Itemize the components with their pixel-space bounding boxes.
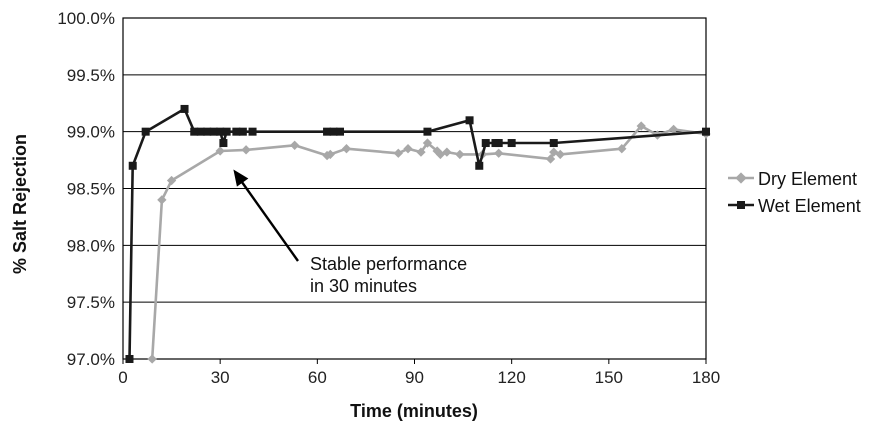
- y-tick-label: 99.0%: [67, 123, 115, 142]
- data-point-dry: [157, 195, 167, 205]
- data-point-wet: [209, 127, 218, 136]
- x-tick-label: 120: [497, 368, 525, 387]
- data-point-wet: [336, 127, 345, 136]
- series-wet: [125, 104, 710, 363]
- data-point-wet: [180, 104, 189, 113]
- data-point-wet: [549, 139, 558, 148]
- annotation-line-1: Stable performance: [310, 254, 467, 274]
- data-point-wet: [203, 127, 212, 136]
- legend-item-wet: Wet Element: [728, 196, 861, 216]
- annotation-line-2: in 30 minutes: [310, 276, 417, 296]
- data-point-dry: [442, 147, 452, 157]
- data-point-dry: [422, 138, 433, 148]
- data-point-dry: [393, 148, 403, 158]
- data-point-dry: [416, 147, 426, 157]
- legend-marker-dry: [735, 172, 747, 184]
- data-point-wet: [329, 127, 338, 136]
- data-point-wet: [125, 355, 134, 363]
- legend-item-dry: Dry Element: [728, 169, 857, 189]
- y-axis-title: % Salt Rejection: [10, 134, 30, 274]
- data-point-wet: [494, 139, 503, 148]
- legend-marker-wet: [737, 201, 745, 209]
- y-tick-label: 100.0%: [57, 9, 115, 28]
- series-dry: [147, 121, 711, 364]
- data-point-dry: [555, 149, 565, 160]
- data-point-dry: [166, 175, 177, 186]
- annotation-arrowhead: [233, 169, 249, 187]
- data-point-dry: [241, 145, 251, 155]
- data-point-dry: [545, 154, 556, 164]
- data-point-wet: [232, 127, 241, 136]
- data-point-wet: [141, 127, 150, 136]
- data-point-wet: [507, 139, 516, 148]
- data-point-wet: [196, 127, 205, 136]
- data-point-wet: [481, 139, 490, 148]
- x-tick-label: 60: [308, 368, 327, 387]
- data-point-dry: [147, 354, 157, 364]
- x-tick-label: 30: [211, 368, 230, 387]
- data-point-wet: [190, 127, 199, 136]
- y-tick-label: 97.5%: [67, 293, 115, 312]
- y-tick-label: 98.5%: [67, 180, 115, 199]
- legend-label-dry: Dry Element: [758, 169, 857, 189]
- y-axis-tick-labels: 97.0% 97.5% 98.0% 98.5% 99.0% 99.5% 100.0%: [57, 9, 115, 369]
- data-point-dry: [289, 140, 300, 150]
- data-point-wet: [128, 161, 137, 170]
- data-point-dry: [455, 149, 465, 160]
- data-point-dry: [668, 124, 679, 135]
- series-line-dry: [150, 124, 707, 360]
- data-point-wet: [216, 127, 225, 136]
- data-point-dry: [494, 148, 504, 158]
- data-point-wet: [219, 139, 228, 148]
- data-point-wet: [465, 116, 474, 125]
- y-tick-label: 97.0%: [67, 350, 115, 369]
- x-tick-label: 150: [595, 368, 623, 387]
- data-point-wet: [248, 127, 257, 136]
- x-axis-tick-labels: 0 30 60 90 120 150 180: [118, 359, 720, 387]
- legend: Dry Element Wet Element: [728, 169, 861, 216]
- annotation-arrow: [238, 177, 299, 262]
- y-tick-label: 98.0%: [67, 236, 115, 255]
- data-point-wet: [323, 127, 332, 136]
- data-point-wet: [238, 127, 247, 136]
- data-point-wet: [222, 127, 231, 136]
- data-point-dry: [403, 144, 413, 154]
- data-point-wet: [475, 161, 484, 170]
- x-axis-title: Time (minutes): [350, 401, 478, 421]
- data-point-dry: [215, 146, 225, 156]
- series-layer: [125, 104, 711, 364]
- data-point-wet: [423, 127, 432, 136]
- x-tick-label: 0: [118, 368, 127, 387]
- data-point-dry: [636, 121, 646, 131]
- legend-label-wet: Wet Element: [758, 196, 861, 216]
- data-point-dry: [341, 144, 352, 154]
- annotation: Stable performance in 30 minutes: [233, 169, 467, 296]
- gridlines: [123, 17, 706, 360]
- x-tick-label: 180: [692, 368, 720, 387]
- y-tick-label: 99.5%: [67, 66, 115, 85]
- data-point-dry: [617, 144, 627, 154]
- data-point-wet: [702, 127, 710, 136]
- x-tick-label: 90: [405, 368, 424, 387]
